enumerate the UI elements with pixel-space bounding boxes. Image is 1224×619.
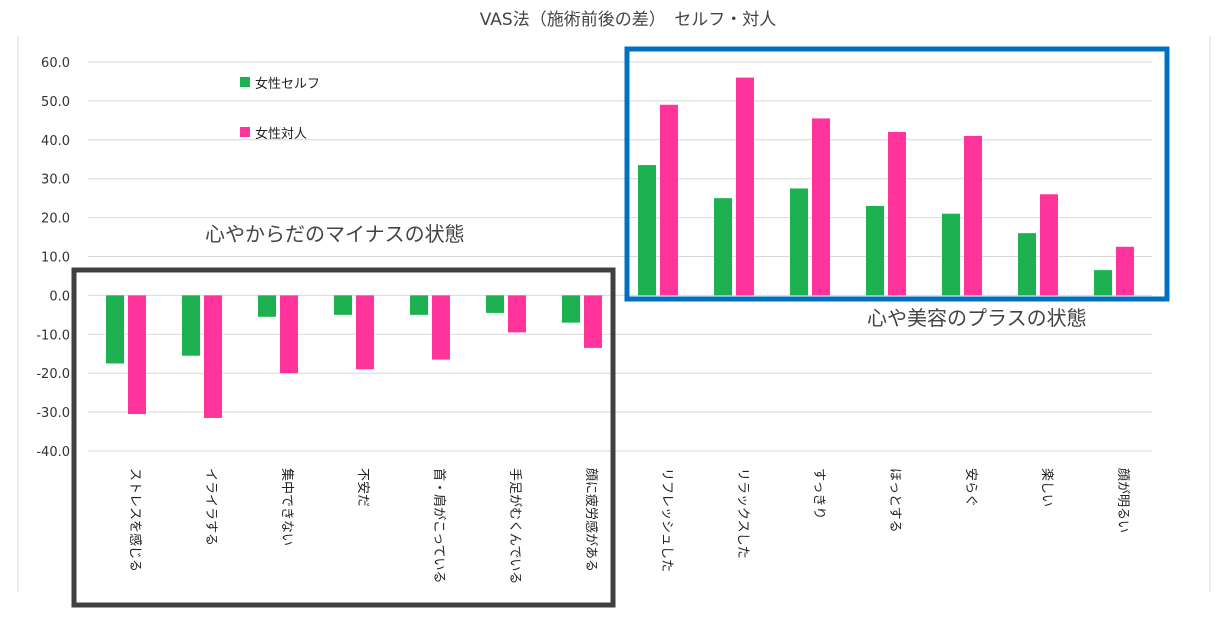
y-tick-label: 50.0 [41, 95, 70, 110]
bar-interpersonal [812, 118, 830, 296]
bar-interpersonal [888, 132, 906, 296]
bar-interpersonal [204, 295, 222, 418]
category-label: 手足がむくんでいる [507, 468, 522, 584]
category-label: ほっとする [887, 468, 902, 533]
bar-self [106, 295, 124, 364]
bar-interpersonal [660, 104, 678, 296]
y-tick-label: 0.0 [49, 289, 70, 304]
bar-interpersonal [1040, 194, 1058, 296]
positive-highlight-box [624, 46, 1170, 302]
y-tick-label: -40.0 [36, 445, 70, 460]
category-label: 首・肩がこっている [431, 468, 447, 583]
y-tick-label: 40.0 [41, 134, 70, 149]
legend-swatch [240, 127, 250, 137]
bar-self [942, 213, 960, 296]
bar-interpersonal [584, 295, 602, 348]
category-label: すっきり [811, 468, 826, 519]
legend-swatch [240, 77, 250, 87]
category-label: 顔が明るい [1115, 468, 1130, 533]
category-label: 集中できない [279, 468, 295, 546]
y-tick-label: 20.0 [41, 212, 70, 227]
bars [106, 77, 1134, 418]
category-label: 安らぐ [963, 468, 978, 507]
bar-interpersonal [280, 295, 298, 374]
bar-self [790, 188, 808, 296]
bar-self [410, 295, 428, 315]
category-label: リラックスした [735, 468, 750, 559]
bar-interpersonal [964, 135, 982, 296]
bar-interpersonal [508, 295, 526, 333]
chart-title: VAS法（施術前後の差） セルフ・対人 [480, 10, 776, 30]
category-label: リフレッシュした [659, 468, 674, 572]
category-label: ストレスを感じる [127, 468, 143, 572]
bar-interpersonal [356, 295, 374, 370]
category-label: 顔に疲労感がある [583, 468, 599, 572]
y-tick-label: -30.0 [36, 406, 70, 421]
annotation-positive: 心や美容のプラスの状態 [867, 306, 1087, 330]
legend-label: 女性セルフ [255, 76, 320, 92]
category-labels: ストレスを感じる イライラする 集中できない 不安だ 首・肩がこっている 手足がむくんでい… [127, 468, 1130, 584]
bar-self [1018, 233, 1036, 296]
category-label: 楽しい [1039, 468, 1055, 507]
category-label: 不安だ [355, 468, 370, 507]
legend-label: 女性対人 [255, 126, 307, 142]
bar-self [258, 295, 276, 317]
bar-self [1094, 270, 1112, 296]
gridlines [88, 61, 1152, 452]
category-label: イライラする [203, 468, 218, 546]
bar-self [866, 205, 884, 296]
bar-interpersonal [1116, 246, 1134, 296]
y-axis-ticks: 60.0 50.0 40.0 30.0 20.0 10.0 0.0 -10.0 -20.0 -30… [36, 56, 70, 460]
bar-self [182, 295, 200, 356]
negative-highlight-box [71, 267, 616, 608]
bar-self [638, 165, 656, 296]
y-tick-label: -10.0 [36, 328, 70, 343]
y-tick-label: 30.0 [41, 173, 70, 188]
bar-self [334, 295, 352, 315]
bar-self [562, 295, 580, 323]
bar-interpersonal [736, 77, 754, 296]
bar-self [486, 295, 504, 313]
bar-interpersonal [128, 295, 146, 415]
bar-self [714, 198, 732, 296]
annotation-negative: 心やからだのマイナスの状態 [205, 222, 465, 246]
y-tick-label: 10.0 [41, 251, 70, 266]
bar-interpersonal [432, 295, 450, 360]
y-tick-label: 60.0 [41, 56, 70, 71]
y-tick-label: -20.0 [36, 367, 70, 382]
